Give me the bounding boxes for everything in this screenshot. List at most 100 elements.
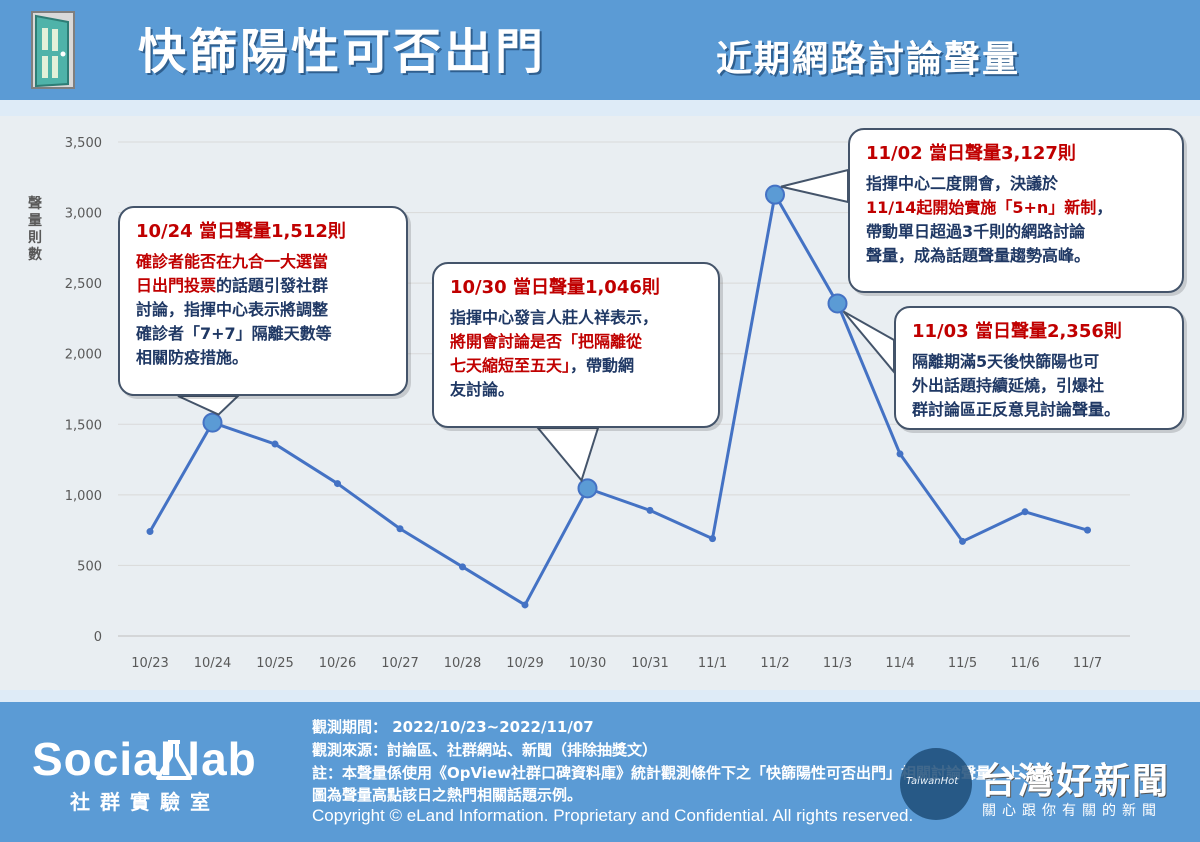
copyright: Copyright © eLand Information. Proprieta… [312, 806, 914, 825]
y-tick-label: 1,500 [65, 418, 102, 433]
callout-text: 相關防疫措施。 [136, 348, 249, 367]
callout-text-rest: ， [1096, 198, 1113, 217]
callout-line: 隔離期滿5天後快篩陽也可 [912, 350, 1166, 374]
y-tick-label: 0 [94, 630, 102, 645]
callout-text: 確診者能否在九合一大選當 [136, 252, 329, 271]
callout-line: 七天縮短至五天」，帶動網 [450, 354, 702, 378]
highlight-point [577, 478, 598, 499]
callout-line: 友討論。 [450, 378, 702, 402]
y-axis-label: 聲量則數 [28, 196, 42, 263]
header-band [0, 100, 1200, 116]
data-point [1084, 526, 1091, 534]
page-subtitle: 近期網路討論聲量 [716, 39, 1021, 80]
point-layer [146, 184, 1091, 609]
x-tick-label: 11/6 [1010, 656, 1039, 671]
note-remark: 註：本聲量係使用《OpView社群口碑資料庫》統計觀測條件下之「快篩陽性可否出門… [312, 764, 1022, 782]
data-point [896, 450, 904, 458]
callout-text: 帶動單日超過3千則的網路討論 [866, 222, 1086, 241]
data-point [459, 563, 466, 571]
x-tick-label: 11/3 [823, 656, 852, 671]
callout-text-rest: ，帶動網 [570, 356, 635, 375]
callout-text: 將開會討論是否「把隔離從 [450, 332, 643, 351]
x-tick-label: 10/29 [506, 656, 543, 671]
x-tick-label: 10/25 [256, 656, 293, 671]
highlight-point [202, 412, 223, 433]
x-tick-label: 11/4 [885, 656, 914, 671]
callout-text-rest: 的話題引發社群 [216, 276, 329, 295]
data-point [271, 440, 279, 448]
callout-text: 日出門投票 [136, 276, 217, 295]
watermark-title: 台灣好新聞 [980, 761, 1171, 802]
callout-text: 群討論區正反意見討論聲量。 [912, 400, 1121, 419]
callout-text: 七天縮短至五天」 [450, 356, 571, 375]
y-tick-label: 3,500 [65, 136, 102, 151]
callout-text: 外出 [912, 376, 945, 395]
data-point [646, 506, 654, 514]
callout-tail [842, 310, 895, 375]
series-line [148, 193, 1088, 607]
y-tick-label: 2,000 [65, 348, 102, 363]
callout-10-30: 10/30 當日聲量1,046則指揮中心發言人莊人祥表示， 將開會討論是否「把隔離… [432, 262, 720, 428]
note-period: 觀測期間： 2022/10/23~2022/11/07 [312, 718, 594, 736]
x-tick-label: 11/5 [948, 656, 977, 671]
callout-line: 日出門投票的話題引發社群 [136, 274, 390, 298]
callout-text: 討論，指揮中心表示將調整 [136, 300, 329, 319]
x-tick-label: 11/1 [698, 656, 727, 671]
callout-line: 確診者「7+7」隔離天數等 [136, 322, 390, 346]
callout-line: 指揮中心發言人莊人祥表示， [450, 306, 702, 330]
callout-line: 指揮中心二度開會，決議於 [866, 172, 1166, 196]
callout-tail [780, 168, 849, 204]
callout-10-24: 10/24 當日聲量1,512則 確診者能否在九合一大選當 日出門投票的話題引發社群… [118, 206, 408, 396]
x-tick-label: 11/7 [1073, 656, 1102, 671]
callout-heading: 10/24 當日聲量1,512則 [136, 221, 346, 242]
callout-line: 將開會討論是否「把隔離從 [450, 330, 702, 354]
callout-text: 11/14起開始實施「5+n」新制 [866, 198, 1097, 217]
x-tick-label: 10/26 [319, 656, 356, 671]
x-tick-label: 10/24 [194, 656, 231, 671]
callout-11-3: 11/03 當日聲量2,356則 隔離期滿5天後快篩陽也可外出話題持續延燒，引爆社… [894, 306, 1184, 430]
data-point [709, 535, 716, 543]
watermark-badge: TaiwanHot [900, 748, 972, 820]
footer [0, 702, 1200, 842]
footer-band [0, 690, 1200, 702]
x-tick-label: 10/23 [131, 656, 168, 671]
header-banner: 快篩陽性可否出門 近期網路討論聲量 [0, 0, 1200, 100]
callout-tail [177, 395, 241, 416]
axis-layer: 0 500 1,000 1,500 2,000 2,500 3,000 3,500 10/23 1… [65, 136, 1102, 671]
y-tick-label: 3,000 [65, 207, 102, 222]
callout-text: 聲量，成為話題聲量趨勢高峰。 [866, 246, 1091, 265]
callout-line: 帶動單日超過3千則的網路討論 [866, 220, 1166, 244]
callout-heading: 10/30 當日聲量1,046則 [450, 277, 660, 298]
callout-line: 相關防疫措施。 [136, 346, 390, 370]
data-point [1021, 508, 1029, 516]
page-title: 快篩陽性可否出門 [138, 24, 547, 80]
callout-tail [535, 427, 600, 483]
x-tick-label: 10/31 [631, 656, 668, 671]
callout-text: 隔離期滿5天後快篩陽也可 [912, 352, 1100, 371]
x-tick-label: 10/28 [444, 656, 481, 671]
note-remark-continued: 圖為聲量高點該日之熱門相關話題示例。 [312, 786, 583, 804]
logo-subtitle: 社群實驗室 [70, 790, 220, 814]
door-icon [31, 11, 75, 89]
callout-line: 確診者能否在九合一大選當 [136, 250, 390, 274]
callout-line: 群討論區正反意見討論聲量。 [912, 398, 1166, 422]
watermark-subtitle: 關心跟你有關的新聞 [982, 803, 1162, 819]
callout-line: 聲量，成為話題聲量趨勢高峰。 [866, 244, 1166, 268]
data-point [334, 480, 341, 488]
callout-heading: 11/02 當日聲量3,127則 [866, 143, 1076, 164]
x-tick-label: 11/2 [760, 656, 789, 671]
logo-text: Social lab [32, 733, 257, 785]
callout-text: 確診者「7+7」隔離天數等 [136, 324, 332, 343]
callout-heading: 11/03 當日聲量2,356則 [912, 321, 1122, 342]
watermark-badge-text: TaiwanHot [906, 776, 959, 787]
callout-11-2: 11/02 當日聲量3,127則指揮中心二度開會，決議於 11/14起開始實施「5… [848, 128, 1184, 293]
data-point [521, 601, 529, 609]
data-point [396, 525, 404, 533]
data-point [146, 528, 154, 536]
x-tick-label: 10/27 [381, 656, 418, 671]
data-point [959, 537, 966, 545]
callout-line: 外出話題持續延燒，引爆社 [912, 374, 1166, 398]
highlight-point [765, 184, 785, 205]
note-source: 觀測來源：討論區、社群網站、新聞（排除抽獎文） [312, 741, 658, 759]
y-tick-label: 500 [77, 559, 102, 574]
